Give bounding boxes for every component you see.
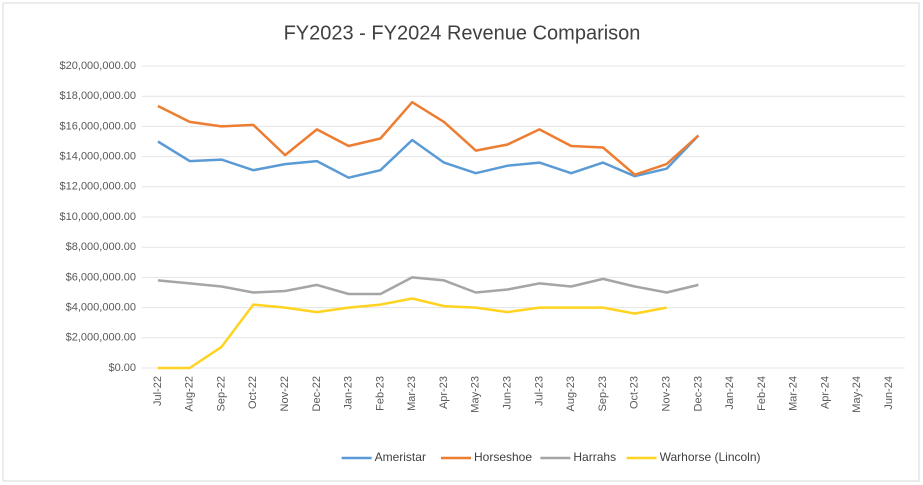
chart-title: FY2023 - FY2024 Revenue Comparison	[284, 22, 641, 44]
y-tick-label: $18,000,000.00	[60, 90, 136, 102]
y-tick-label: $2,000,000.00	[66, 332, 136, 344]
legend-text: Harrahs	[573, 450, 616, 464]
y-tick-label: $0.00	[108, 362, 136, 374]
x-tick-label: Jan-24	[724, 376, 736, 410]
x-tick-label: Jul-22	[152, 376, 164, 406]
y-tick-label: $20,000,000.00	[60, 60, 136, 72]
y-tick-label: $4,000,000.00	[66, 302, 136, 314]
x-tick-label: Jul-23	[533, 376, 545, 406]
legend-text: Horseshoe	[474, 450, 532, 464]
y-tick-label: $10,000,000.00	[60, 211, 136, 223]
series-line	[157, 100, 700, 176]
x-tick-label: Sep-22	[215, 376, 227, 411]
x-tick-label: Nov-22	[279, 376, 291, 411]
x-tick-label: Jun-23	[502, 376, 514, 410]
x-tick-label: Sep-23	[597, 376, 609, 411]
x-tick-label: Mar-23	[406, 376, 418, 411]
y-tick-label: $12,000,000.00	[60, 181, 136, 193]
series-line	[157, 276, 699, 296]
x-tick-label: Apr-23	[438, 376, 450, 409]
x-tick-label: Feb-23	[374, 376, 386, 411]
x-tick-label: Nov-23	[660, 376, 672, 411]
y-tick-label: $14,000,000.00	[60, 151, 136, 163]
x-tick-label: Feb-24	[756, 376, 768, 411]
legend-text: Ameristar	[375, 450, 426, 464]
legend-text: Warhorse (Lincoln)	[660, 450, 761, 464]
x-tick-label: Jan-23	[343, 376, 355, 410]
series-line	[157, 297, 667, 370]
x-tick-label: Aug-23	[565, 376, 577, 411]
x-tick-label: Mar-24	[788, 376, 800, 411]
x-tick-label: Apr-24	[819, 376, 831, 409]
x-tick-label: Oct-23	[629, 376, 641, 409]
x-tick-label: Jun-24	[883, 376, 895, 410]
y-tick-label: $8,000,000.00	[66, 241, 136, 253]
x-tick-label: Aug-22	[184, 376, 196, 411]
x-tick-label: Dec-23	[692, 376, 704, 411]
x-tick-label: Oct-22	[247, 376, 259, 409]
series-line	[157, 134, 700, 179]
y-tick-label: $16,000,000.00	[60, 120, 136, 132]
x-tick-label: May-23	[470, 376, 482, 413]
x-tick-label: Dec-22	[311, 376, 323, 411]
x-tick-label: May-24	[851, 376, 863, 413]
y-tick-label: $6,000,000.00	[66, 271, 136, 283]
